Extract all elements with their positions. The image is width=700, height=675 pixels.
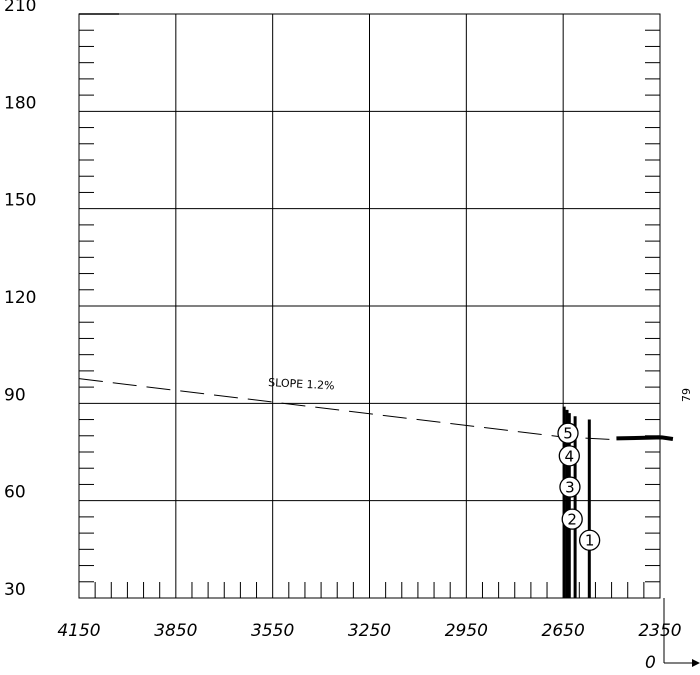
x-tick-label-3250: 3250	[348, 621, 391, 641]
x-tick-label-3850: 3850	[154, 621, 197, 641]
marker-circle-1	[578, 529, 601, 551]
marker-label-1: 1	[585, 532, 595, 550]
y-tick-label-150: 150	[4, 191, 36, 211]
slope-line	[78, 378, 617, 441]
marker-label-4: 4	[565, 447, 575, 465]
marker-label-3: 3	[565, 479, 575, 497]
marker-label-5: 5	[563, 425, 573, 443]
series	[78, 306, 700, 667]
marker-circle-4	[558, 445, 580, 467]
marker-circle-5	[557, 422, 579, 444]
slope-label: SLOPE 1.2%	[268, 376, 335, 392]
x-tick-label-2650: 2650	[542, 621, 585, 641]
y-tick-label-60: 60	[4, 483, 26, 503]
y-tick-label-120: 120	[4, 288, 36, 308]
y-tick-label-90: 90	[4, 385, 26, 405]
x-tick-label-2350: 2350	[638, 621, 681, 641]
marker-label-2: 2	[567, 511, 577, 529]
origin-arrow	[692, 659, 700, 667]
y-tick-label-30: 30	[4, 580, 26, 600]
x-tick-label-2950: 2950	[445, 621, 488, 641]
surface-end-label: 79	[680, 388, 693, 402]
marker-circle-3	[559, 476, 581, 498]
minor-ticks	[79, 29, 660, 598]
x-tick-label-3550: 3550	[251, 621, 294, 641]
grid	[78, 13, 661, 599]
y-tick-label-210: 210	[4, 0, 36, 16]
y-tick-label-180: 180	[4, 93, 36, 113]
x-tick-label-4150: 4150	[57, 621, 100, 641]
marker-circle-2	[561, 508, 583, 530]
surface-line	[616, 435, 674, 442]
origin-label: 0	[645, 653, 656, 673]
markers: 12 3 4 5	[557, 422, 601, 551]
